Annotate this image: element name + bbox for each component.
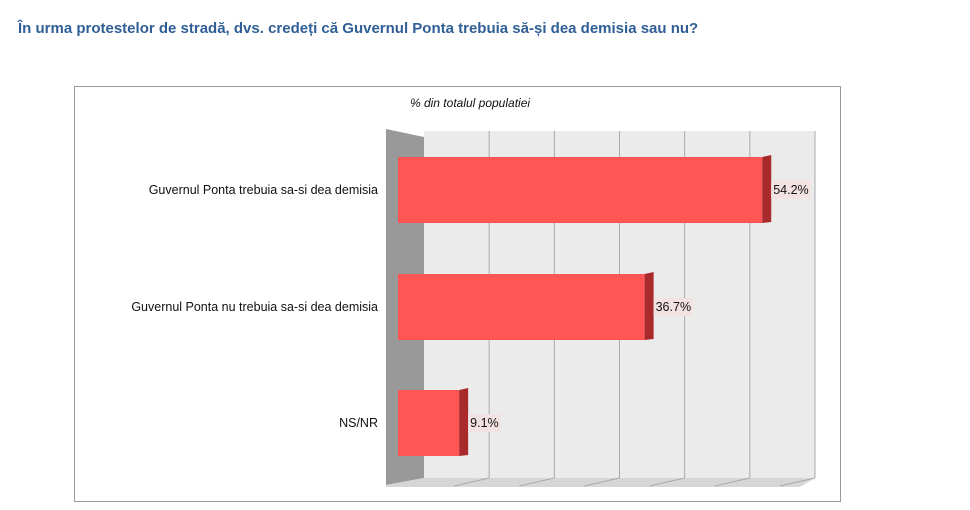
floor-gridline (714, 477, 750, 487)
data-label: 36.7% (656, 300, 691, 314)
floor-gridline (649, 477, 685, 487)
category-label: Guvernul Ponta trebuia sa-si dea demisia (149, 183, 378, 197)
data-label: 54.2% (773, 183, 808, 197)
floor-gridline (779, 477, 816, 487)
bar (398, 157, 763, 223)
data-label-bg (468, 414, 501, 432)
bar-side (459, 388, 469, 456)
data-label-bg (771, 181, 811, 199)
page-title: În urma protestelor de stradă, dvs. cred… (18, 20, 699, 37)
bar-side (644, 272, 654, 340)
chart-subtitle: % din totalul populatiei (410, 96, 530, 110)
category-label: NS/NR (339, 416, 378, 430)
bar-side (762, 155, 772, 223)
category-label: Guvernul Ponta nu trebuia sa-si dea demi… (131, 300, 378, 314)
floor-gridline (584, 477, 620, 487)
data-label-bg (653, 298, 694, 316)
bar (398, 274, 645, 340)
bar (398, 390, 460, 456)
data-label: 9.1% (470, 416, 499, 430)
floor-gridline (519, 477, 555, 487)
floor-gridline (454, 477, 490, 487)
